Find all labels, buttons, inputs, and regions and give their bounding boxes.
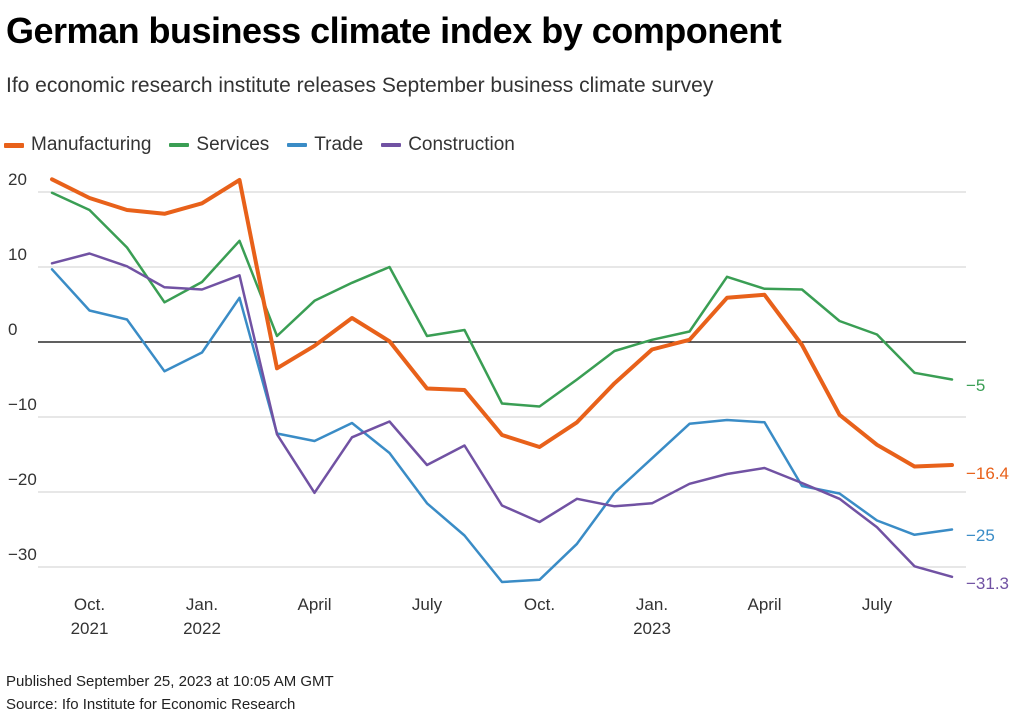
end-label-manufacturing: −16.4 (966, 464, 1009, 483)
legend-label-manufacturing: Manufacturing (31, 134, 152, 155)
x-tick-label: 2023 (633, 619, 671, 638)
x-tick-label: Oct. (524, 595, 555, 614)
chart-title: German business climate index by compone… (6, 10, 782, 51)
series-lines (50, 177, 954, 584)
published-date: Published September 25, 2023 at 10:05 AM… (6, 673, 334, 690)
series-line-construction (50, 252, 954, 579)
x-tick-label: July (862, 595, 893, 614)
x-tick-label: July (412, 595, 443, 614)
y-tick-label: −10 (8, 395, 37, 414)
x-tick-label: Jan. (186, 595, 218, 614)
series-end-labels: −16.4 −5 −25 −31.3 (966, 376, 1009, 593)
legend-item-construction: Construction (381, 134, 515, 156)
legend-label-trade: Trade (314, 134, 364, 155)
legend-item-services: Services (169, 134, 269, 156)
gridlines (38, 191, 966, 568)
series-line-manufacturing (50, 177, 954, 469)
legend-swatch-trade (287, 143, 308, 147)
y-axis-tick-labels: 20 10 0 −10 −20 −30 (8, 170, 37, 564)
y-tick-label: 0 (8, 320, 17, 339)
legend-item-manufacturing: Manufacturing (4, 134, 151, 156)
x-tick-label: April (747, 595, 781, 614)
end-label-services: −5 (966, 376, 985, 395)
legend-swatch-construction (381, 143, 402, 147)
y-tick-label: −20 (8, 470, 37, 489)
x-tick-label: April (297, 595, 331, 614)
legend-swatch-manufacturing (4, 142, 24, 148)
end-label-construction: −31.3 (966, 574, 1009, 593)
y-tick-label: −30 (8, 545, 37, 564)
x-axis-tick-labels: Oct. 2021 Jan. 2022 April July Oct. Jan. 2023 Apr… (71, 595, 893, 638)
legend-label-services: Services (196, 134, 270, 155)
series-line-trade (50, 268, 954, 584)
x-tick-label: 2021 (71, 619, 109, 638)
end-label-trade: −25 (966, 526, 995, 545)
source-note: Source: Ifo Institute for Economic Resea… (6, 696, 296, 713)
chart-legend: Manufacturing Services Trade Constructio… (4, 134, 515, 156)
y-tick-label: 20 (8, 170, 27, 189)
legend-swatch-services (169, 143, 190, 147)
x-tick-label: Oct. (74, 595, 105, 614)
line-chart: 20 10 0 −10 −20 −30 Oct. 2021 Jan. 2022 April July… (8, 170, 1009, 638)
chart-subtitle: Ifo economic research institute releases… (6, 74, 714, 97)
x-tick-label: 2022 (183, 619, 221, 638)
x-tick-label: Jan. (636, 595, 668, 614)
legend-label-construction: Construction (408, 134, 515, 155)
series-line-services (50, 191, 954, 408)
legend-item-trade: Trade (287, 134, 363, 156)
y-tick-label: 10 (8, 245, 27, 264)
